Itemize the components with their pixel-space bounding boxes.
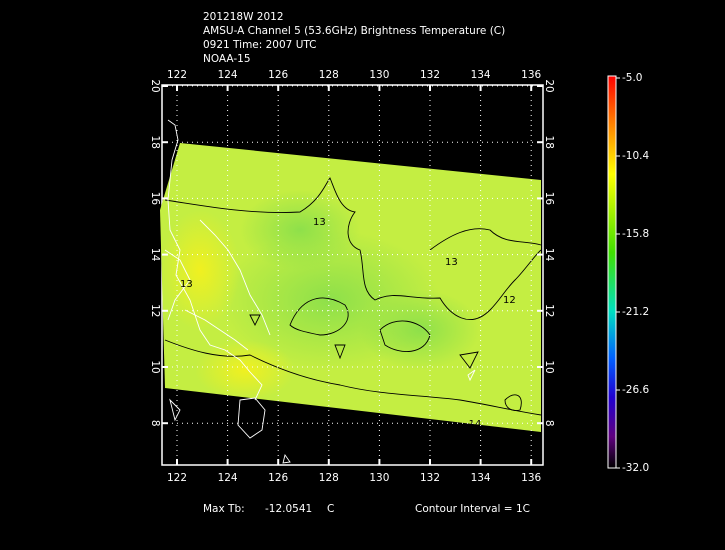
lon-label: 124 bbox=[218, 472, 238, 484]
lat-label: 18 bbox=[149, 136, 161, 149]
contour-label: 12 bbox=[503, 295, 516, 306]
contour-line bbox=[504, 394, 522, 411]
max-value: -12.0541 bbox=[265, 503, 312, 515]
contour-label: -14 bbox=[465, 419, 481, 430]
footer: Max Tb: -12.0541 C Contour Interval = 1C bbox=[203, 503, 530, 515]
lat-label: 16 bbox=[543, 192, 555, 206]
lon-label: 136 bbox=[521, 472, 541, 484]
contour-line bbox=[164, 177, 542, 321]
contour-line bbox=[429, 228, 542, 251]
header-line: AMSU-A Channel 5 (53.6GHz) Brightness Te… bbox=[203, 25, 505, 37]
colorbar bbox=[607, 75, 617, 469]
colorbar-label: -26.6 bbox=[622, 384, 649, 396]
lon-label: 128 bbox=[319, 69, 339, 81]
colorbar-label: -21.2 bbox=[622, 306, 649, 318]
contour-label: 13 bbox=[180, 279, 193, 290]
coastline bbox=[237, 397, 266, 439]
header-line: 201218W 2012 bbox=[203, 11, 284, 23]
lon-label: 122 bbox=[167, 472, 187, 484]
coastline bbox=[199, 219, 271, 336]
warm-area bbox=[195, 340, 295, 400]
lat-label: 12 bbox=[149, 304, 161, 317]
cold-area bbox=[360, 290, 480, 370]
max-label: Max Tb: bbox=[203, 503, 245, 515]
lon-label: 126 bbox=[268, 472, 288, 484]
lat-label: 14 bbox=[543, 248, 555, 262]
lat-label: 20 bbox=[149, 79, 161, 92]
colorbar-scale bbox=[607, 75, 617, 469]
coastline bbox=[167, 119, 263, 401]
contour-label: 13 bbox=[445, 257, 458, 268]
coastline bbox=[184, 309, 249, 351]
lat-label: 10 bbox=[543, 360, 555, 373]
contour-line bbox=[249, 314, 479, 369]
lon-label: 130 bbox=[369, 472, 389, 484]
lat-label: 10 bbox=[149, 360, 161, 373]
lon-label: 130 bbox=[369, 69, 389, 81]
header-line: 0921 Time: 2007 UTC bbox=[203, 39, 317, 51]
contours bbox=[164, 177, 542, 416]
lon-label: 134 bbox=[471, 69, 491, 81]
lon-label: 132 bbox=[420, 472, 440, 484]
lon-label: 134 bbox=[471, 472, 491, 484]
coastline bbox=[164, 249, 191, 321]
lon-label: 132 bbox=[420, 69, 440, 81]
coastlines bbox=[164, 119, 476, 464]
colorbar-label: -5.0 bbox=[622, 72, 643, 84]
lat-label: 12 bbox=[543, 304, 555, 317]
cold-area bbox=[240, 190, 360, 270]
colorbar-label: -15.8 bbox=[622, 228, 649, 240]
header-line: NOAA-15 bbox=[203, 53, 251, 65]
swath-shading bbox=[160, 190, 480, 400]
colorbar-label: -32.0 bbox=[622, 462, 649, 474]
lat-label: 8 bbox=[543, 420, 555, 427]
contour-line bbox=[164, 339, 542, 416]
contour-interval: Contour Interval = 1C bbox=[415, 503, 530, 515]
lat-label: 18 bbox=[543, 136, 555, 149]
lat-label: 8 bbox=[149, 420, 161, 427]
header: 201218W 2012 AMSU-A Channel 5 (53.6GHz) … bbox=[203, 11, 505, 65]
lon-label: 128 bbox=[319, 472, 339, 484]
warm-area bbox=[160, 210, 240, 330]
lon-label: 124 bbox=[218, 69, 238, 81]
max-unit: C bbox=[327, 503, 334, 515]
contour-label: 13 bbox=[313, 217, 326, 228]
map: 13 13 12 13 -14 bbox=[160, 84, 544, 466]
lon-label: 126 bbox=[268, 69, 288, 81]
lon-label: 122 bbox=[167, 69, 187, 81]
lat-label: 14 bbox=[149, 248, 161, 262]
lon-label: 136 bbox=[521, 69, 541, 81]
lat-label: 16 bbox=[149, 192, 161, 206]
contour-line bbox=[289, 297, 349, 336]
colorbar-label: -10.4 bbox=[622, 150, 649, 162]
lat-label: 20 bbox=[543, 79, 555, 92]
